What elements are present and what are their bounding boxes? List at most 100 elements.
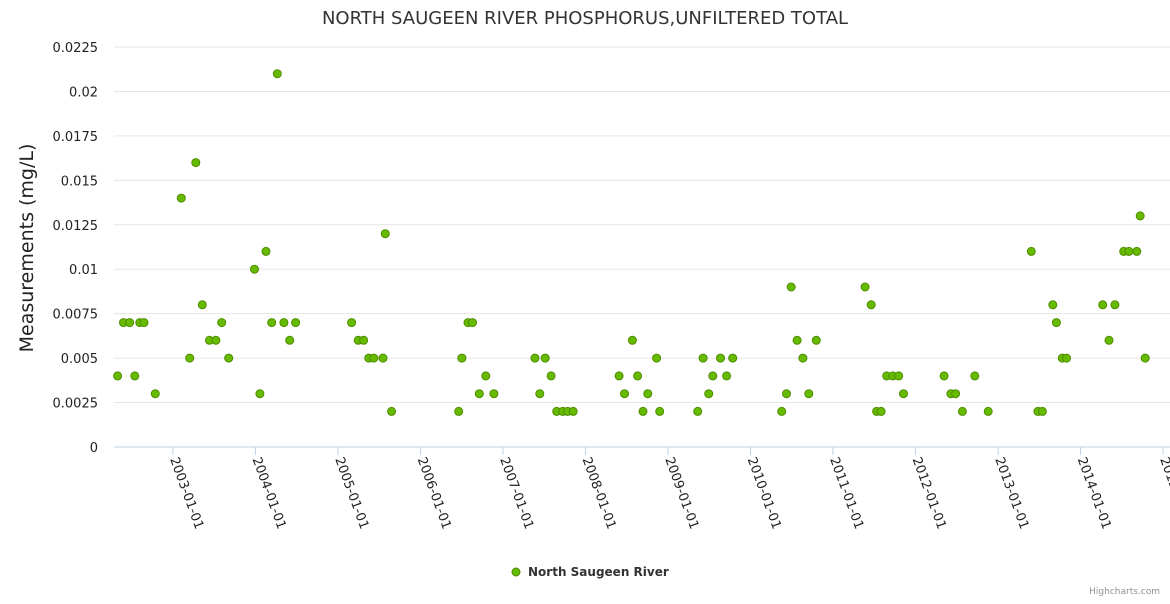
y-tick-label: 0.02: [69, 85, 98, 100]
data-point[interactable]: [1037, 406, 1047, 416]
y-tick-label: 0.01: [69, 263, 98, 278]
x-tick-label: 2006-01-01: [414, 455, 454, 531]
data-point[interactable]: [777, 406, 787, 416]
x-tick-label: 2007-01-01: [496, 455, 536, 531]
data-point[interactable]: [722, 371, 732, 381]
data-point[interactable]: [614, 371, 624, 381]
data-point[interactable]: [899, 389, 908, 399]
data-point[interactable]: [860, 282, 870, 292]
data-point[interactable]: [546, 371, 556, 381]
data-point[interactable]: [224, 353, 234, 363]
data-point[interactable]: [217, 318, 227, 328]
y-tick-label: 0.0075: [53, 308, 99, 323]
data-point[interactable]: [693, 406, 703, 416]
data-point[interactable]: [540, 353, 550, 363]
data-point[interactable]: [197, 300, 207, 310]
data-point[interactable]: [786, 282, 796, 292]
data-point[interactable]: [378, 353, 388, 363]
data-point[interactable]: [643, 389, 653, 399]
chart-title: NORTH SAUGEEN RIVER PHOSPHORUS,UNFILTERE…: [322, 8, 848, 29]
data-point[interactable]: [285, 335, 295, 345]
data-point[interactable]: [176, 193, 186, 203]
data-point[interactable]: [261, 246, 271, 256]
data-point[interactable]: [951, 389, 961, 399]
data-point[interactable]: [279, 318, 289, 328]
data-point[interactable]: [627, 335, 637, 345]
data-point[interactable]: [1051, 318, 1061, 328]
legend-item-north-saugeen-river[interactable]: North Saugeen River: [528, 565, 669, 579]
data-point[interactable]: [139, 318, 149, 328]
data-point[interactable]: [468, 318, 477, 328]
data-point[interactable]: [481, 371, 491, 381]
data-point[interactable]: [698, 353, 708, 363]
data-point[interactable]: [792, 335, 802, 345]
data-point[interactable]: [113, 371, 123, 381]
data-point[interactable]: [708, 371, 718, 381]
data-point[interactable]: [489, 389, 499, 399]
data-point[interactable]: [535, 389, 545, 399]
data-point[interactable]: [811, 335, 821, 345]
data-point[interactable]: [359, 335, 369, 345]
data-point[interactable]: [798, 353, 808, 363]
data-point[interactable]: [255, 389, 265, 399]
data-point[interactable]: [638, 406, 648, 416]
data-point[interactable]: [1140, 353, 1150, 363]
data-point[interactable]: [704, 389, 714, 399]
legend[interactable]: North Saugeen River: [511, 565, 669, 579]
data-point[interactable]: [380, 229, 390, 239]
data-point[interactable]: [454, 406, 464, 416]
data-point[interactable]: [457, 353, 467, 363]
data-point[interactable]: [185, 353, 195, 363]
data-point[interactable]: [1048, 300, 1058, 310]
y-tick-label: 0.0025: [53, 397, 99, 412]
data-point[interactable]: [782, 389, 791, 399]
data-point[interactable]: [1124, 246, 1134, 256]
y-tick-label: 0.0175: [53, 130, 99, 145]
data-point[interactable]: [957, 406, 967, 416]
data-point[interactable]: [369, 353, 379, 363]
data-point[interactable]: [1062, 353, 1071, 363]
data-point[interactable]: [652, 353, 662, 363]
data-point[interactable]: [387, 406, 397, 416]
data-point[interactable]: [125, 318, 135, 328]
data-point[interactable]: [716, 353, 725, 363]
data-point[interactable]: [1104, 335, 1114, 345]
data-point[interactable]: [1026, 246, 1036, 256]
data-point[interactable]: [347, 318, 357, 328]
data-point[interactable]: [474, 389, 484, 399]
data-point[interactable]: [620, 389, 629, 399]
data-point[interactable]: [1098, 300, 1108, 310]
data-point[interactable]: [970, 371, 980, 381]
data-point[interactable]: [1110, 300, 1120, 310]
data-point[interactable]: [250, 264, 259, 274]
data-point[interactable]: [1135, 211, 1145, 221]
data-point[interactable]: [939, 371, 949, 381]
data-point[interactable]: [130, 371, 140, 381]
data-point[interactable]: [291, 318, 301, 328]
x-tick-label: 2003-01-01: [166, 455, 206, 531]
x-tick-label: 2012-01-01: [909, 455, 949, 531]
data-point[interactable]: [211, 335, 221, 345]
data-point[interactable]: [568, 406, 578, 416]
credits-link[interactable]: Highcharts.com: [1089, 587, 1160, 597]
data-point[interactable]: [1132, 246, 1142, 256]
data-point[interactable]: [191, 158, 201, 168]
data-point[interactable]: [272, 69, 282, 79]
y-axis-label: Measurements (mg/L): [16, 144, 38, 353]
data-point[interactable]: [894, 371, 904, 381]
x-tick-label: 2013-01-01: [991, 455, 1031, 531]
data-point[interactable]: [866, 300, 876, 310]
data-point[interactable]: [728, 353, 738, 363]
data-point[interactable]: [150, 389, 160, 399]
data-point[interactable]: [530, 353, 540, 363]
data-point[interactable]: [983, 406, 993, 416]
data-point[interactable]: [633, 371, 643, 381]
data-point[interactable]: [876, 406, 886, 416]
grid-lines: [114, 46, 1170, 448]
data-point[interactable]: [267, 318, 277, 328]
data-point[interactable]: [804, 389, 814, 399]
data-point[interactable]: [655, 406, 665, 416]
y-tick-label: 0.0225: [53, 41, 99, 56]
